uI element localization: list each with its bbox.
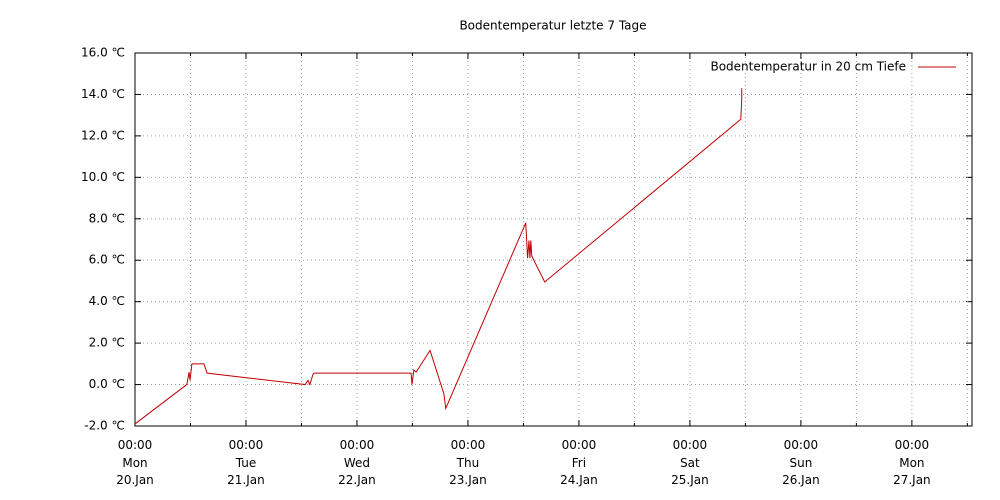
y-tick-label: 16.0 ℃ [81,46,125,60]
x-tick-label: 00:00 Thu 23.Jan [449,438,487,487]
x-tick-label: 00:00 Mon 27.Jan [893,438,931,487]
y-tick-label: 8.0 ℃ [89,211,125,225]
y-tick-label: 4.0 ℃ [89,294,125,308]
chart-title: Bodentemperatur letzte 7 Tage [459,19,646,33]
x-tick-label: 00:00 Wed 22.Jan [338,438,376,487]
y-tick-label: 0.0 ℃ [89,377,125,391]
y-tick-label: 10.0 ℃ [81,170,125,184]
x-tick-label: 00:00 Sun 26.Jan [782,438,820,487]
data-line [134,88,743,425]
y-tick-label: 14.0 ℃ [81,87,125,101]
x-tick-label: 00:00 Sat 25.Jan [671,438,709,487]
x-tick-label: 00:00 Tue 21.Jan [227,438,265,487]
y-tick-label: 12.0 ℃ [81,128,125,142]
x-tick-label: 00:00 Mon 20.Jan [116,438,154,487]
y-tick-label: 2.0 ℃ [89,336,125,350]
x-tick-label: 00:00 Fri 24.Jan [560,438,598,487]
legend-label: Bodentemperatur in 20 cm Tiefe [710,60,906,74]
y-tick-label: -2.0 ℃ [84,419,125,433]
plot-frame [134,52,973,427]
y-tick-label: 6.0 ℃ [89,253,125,267]
